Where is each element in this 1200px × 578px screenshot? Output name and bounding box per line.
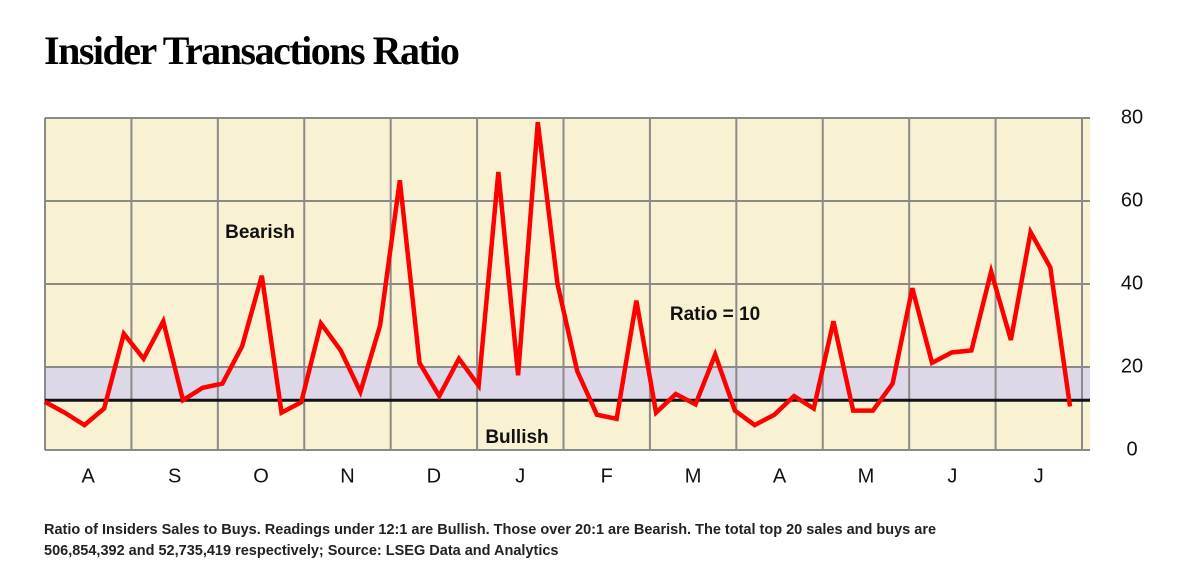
x-tick-label: J bbox=[1034, 465, 1044, 487]
x-tick-label: O bbox=[253, 465, 269, 487]
x-tick-label: S bbox=[168, 465, 181, 487]
shaded-band bbox=[45, 367, 1090, 401]
y-tick-label: 0 bbox=[1126, 438, 1137, 460]
data-line bbox=[43, 121, 1073, 428]
x-tick-label: N bbox=[340, 465, 354, 487]
x-tick-label: D bbox=[427, 465, 441, 487]
y-tick-label: 20 bbox=[1121, 355, 1143, 377]
x-tick-label: A bbox=[82, 465, 96, 487]
chart-title: Insider Transactions Ratio bbox=[44, 28, 459, 73]
caption: Ratio of Insiders Sales to Buys. Reading… bbox=[44, 522, 936, 538]
y-tick-label: 60 bbox=[1121, 189, 1143, 211]
annotation: Ratio = 10 bbox=[670, 304, 760, 325]
x-tick-label: F bbox=[601, 465, 613, 487]
annotation: Bullish bbox=[485, 427, 548, 448]
x-tick-label: J bbox=[515, 465, 525, 487]
x-tick-label: A bbox=[773, 465, 787, 487]
caption: 506,854,392 and 52,735,419 respectively;… bbox=[44, 543, 558, 559]
y-tick-label: 80 bbox=[1121, 106, 1143, 128]
x-tick-label: M bbox=[685, 465, 702, 487]
annotation: Bearish bbox=[225, 222, 295, 243]
y-tick-label: 40 bbox=[1121, 272, 1143, 294]
x-tick-label: J bbox=[947, 465, 957, 487]
x-tick-label: M bbox=[858, 465, 875, 487]
